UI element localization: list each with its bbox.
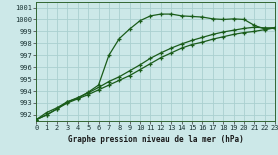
X-axis label: Graphe pression niveau de la mer (hPa): Graphe pression niveau de la mer (hPa) xyxy=(68,135,244,144)
